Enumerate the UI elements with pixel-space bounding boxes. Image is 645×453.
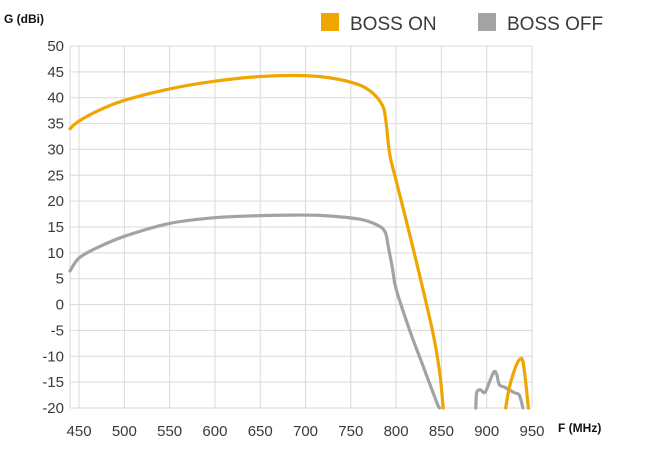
series-lines [68,73,530,410]
y-tick-label: 10 [47,245,64,262]
y-tick-label: 45 [47,64,64,81]
x-tick-label: 850 [429,423,454,440]
y-tick-label: -10 [42,348,64,365]
x-tick-label: 500 [112,423,137,440]
x-tick-label: 750 [338,423,363,440]
legend-label-boss-on: BOSS ON [350,14,437,35]
y-tick-label: 25 [47,167,64,184]
x-tick-label: 650 [248,423,273,440]
x-tick-label: 900 [474,423,499,440]
x-tick-label: 450 [67,423,92,440]
legend-swatch-boss-on [321,13,339,31]
y-axis-title: G (dBi) [4,12,44,26]
x-tick-label: 600 [202,423,227,440]
y-tick-label: 30 [47,141,64,158]
legend-label-boss-off: BOSS OFF [507,14,603,35]
y-tick-label: 50 [47,38,64,55]
y-tick-label: 35 [47,116,64,133]
x-tick-label: 800 [384,423,409,440]
series-line-boss-off [68,213,442,410]
y-tick-label: -20 [42,400,64,417]
y-tick-label: -15 [42,374,64,391]
x-tick-label: 700 [293,423,318,440]
y-tick-label: -5 [51,322,64,339]
x-tick-label: 550 [157,423,182,440]
x-axis-ticks: 450 500 550 600 650 700 750 800 850 900 950 [67,423,545,440]
y-tick-label: 5 [56,271,64,288]
y-tick-label: 15 [47,219,64,236]
series-line-boss-off [474,369,525,410]
x-axis-title: F (MHz) [558,421,601,435]
series-line-boss-on [68,73,445,410]
y-tick-label: 40 [47,90,64,107]
x-tick-label: 950 [519,423,544,440]
series-line-boss-on [504,356,530,410]
y-tick-label: 20 [47,193,64,210]
legend-swatch-boss-off [478,13,496,31]
y-tick-label: 0 [56,297,64,314]
grid [69,45,533,409]
legend: BOSS ON BOSS OFF [321,13,603,35]
